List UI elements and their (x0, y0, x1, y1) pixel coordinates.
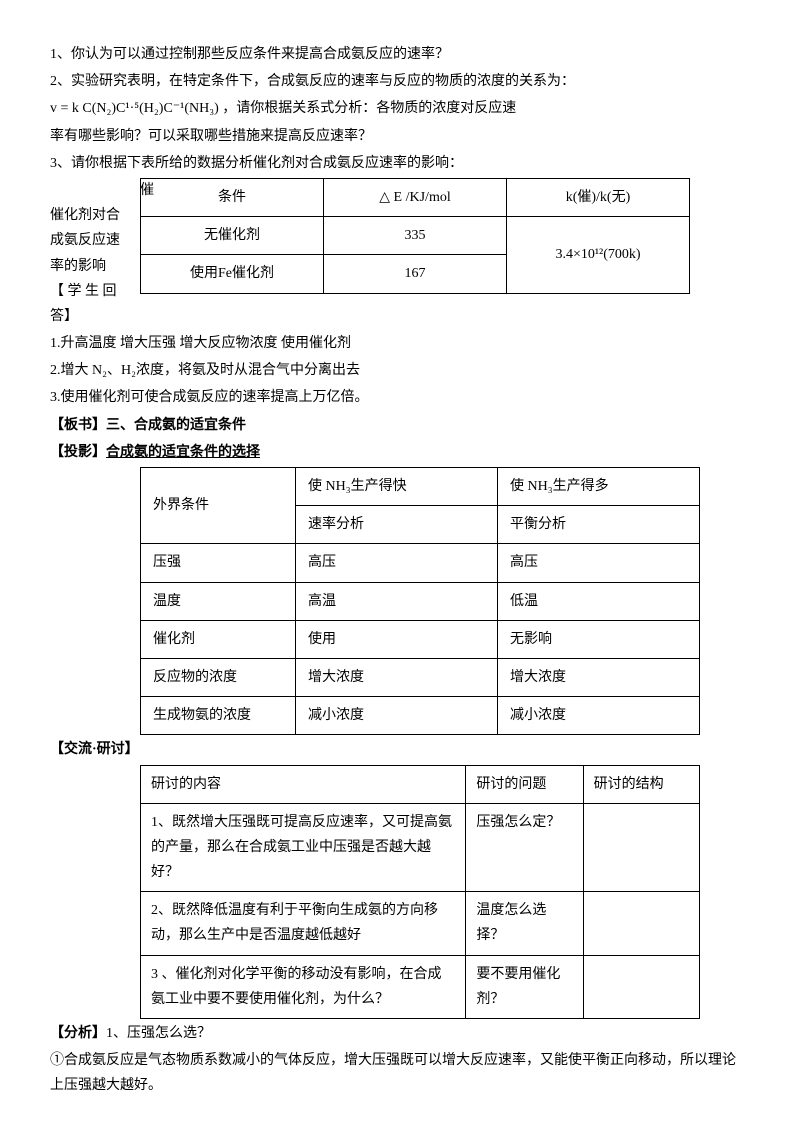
discuss-table: 研讨的内容 研讨的问题 研讨的结构 1、既然增大压强既可提高反应速率，又可提高氨… (140, 765, 700, 1020)
cond-r5-c2: 减小浓度 (498, 697, 700, 735)
discuss-h1: 研讨的内容 (141, 765, 466, 803)
question-3: 3、请你根据下表所给的数据分析催化剂对合成氨反应速率的影响： (50, 151, 744, 176)
discuss-r2-result (583, 892, 699, 955)
cond-h-fast: 使 NH₃生产得快 (296, 468, 498, 506)
projection-line: 【投影】合成氨的适宜条件的选择 (50, 440, 744, 465)
cond-r3-c1: 使用 (296, 620, 498, 658)
analysis-point-1: ①合成氨反应是气态物质系数减小的气体反应，增大压强既可以增大反应速率，又能使平衡… (50, 1048, 744, 1098)
discuss-label: 【交流·研讨】 (50, 737, 744, 762)
answer-2: 2.增大 N₂、H₂浓度，将氨及时从混合气中分离出去 (50, 358, 744, 383)
analysis-question: 1、压强怎么选？ (106, 1026, 211, 1041)
answer-3: 3.使用催化剂可使合成氨反应的速率提高上万亿倍。 (50, 385, 744, 410)
cond-r2-c0: 温度 (141, 582, 296, 620)
cond-r2-c2: 低温 (498, 582, 700, 620)
discuss-r1-question: 压强怎么定？ (466, 803, 583, 892)
question-1: 1、你认为可以通过控制那些反应条件来提高合成氨反应的速率？ (50, 42, 744, 67)
discuss-r1-content: 1、既然增大压强既可提高反应速率，又可提高氨的产量，那么在合成氨工业中压强是否越… (141, 803, 466, 892)
cond-r1-c1: 高压 (296, 544, 498, 582)
cond-h-eq: 平衡分析 (498, 506, 700, 544)
catalyst-header-condition: 条件 (141, 178, 324, 216)
cond-h-more: 使 NH₃生产得多 (498, 468, 700, 506)
catalyst-row1-condition: 无催化剂 (141, 217, 324, 255)
cond-r3-c2: 无影响 (498, 620, 700, 658)
cond-r5-c1: 减小浓度 (296, 697, 498, 735)
discuss-r1-result (583, 803, 699, 892)
analysis-label: 【分析】 (50, 1026, 106, 1041)
catalyst-merged-ratio: 3.4×10¹²(700k) (507, 217, 690, 293)
catalyst-side-label: 催 催化剂对合成氨反应速率的影响 【 学 生 回答】 (50, 178, 130, 329)
catalyst-header-energy: △ E /KJ/mol (324, 178, 507, 216)
discuss-h3: 研讨的结构 (583, 765, 699, 803)
discuss-r2-question: 温度怎么选择？ (466, 892, 583, 955)
cond-r4-c0: 反应物的浓度 (141, 658, 296, 696)
projection-title: 合成氨的适宜条件的选择 (106, 445, 260, 460)
question-2-line1: 2、实验研究表明，在特定条件下，合成氨反应的速率与反应的物质的浓度的关系为： (50, 69, 744, 94)
catalyst-row1-energy: 335 (324, 217, 507, 255)
cond-r1-c2: 高压 (498, 544, 700, 582)
discuss-r3-content: 3 、催化剂对化学平衡的移动没有影响，在合成氨工业中要不要使用催化剂，为什么？ (141, 955, 466, 1018)
catalyst-row2-condition: 使用Fe催化剂 (141, 255, 324, 293)
cond-h-external: 外界条件 (141, 468, 296, 544)
discuss-r3-result (583, 955, 699, 1018)
analysis-line: 【分析】1、压强怎么选？ (50, 1021, 744, 1046)
student-answer-label: 【 学 生 回答】 (50, 284, 117, 324)
projection-label: 【投影】 (50, 445, 106, 460)
board-heading: 【板书】三、合成氨的适宜条件 (50, 413, 744, 438)
cond-r4-c2: 增大浓度 (498, 658, 700, 696)
catalyst-header-ratio: k(催)/k(无) (507, 178, 690, 216)
catalyst-row2-energy: 167 (324, 255, 507, 293)
conditions-table: 外界条件 使 NH₃生产得快 使 NH₃生产得多 速率分析 平衡分析 压强 高压… (140, 467, 700, 735)
cond-h-rate: 速率分析 (296, 506, 498, 544)
question-2-line2: 率有哪些影响？可以采取哪些措施来提高反应速率？ (50, 124, 744, 149)
catalyst-section: 催 催化剂对合成氨反应速率的影响 【 学 生 回答】 条件 △ E /KJ/mo… (50, 178, 744, 329)
cond-r3-c0: 催化剂 (141, 620, 296, 658)
discuss-r3-question: 要不要用催化剂？ (466, 955, 583, 1018)
answer-1: 1.升高温度 增大压强 增大反应物浓度 使用催化剂 (50, 331, 744, 356)
cond-r1-c0: 压强 (141, 544, 296, 582)
discuss-h2: 研讨的问题 (466, 765, 583, 803)
cond-r4-c1: 增大浓度 (296, 658, 498, 696)
cond-r2-c1: 高温 (296, 582, 498, 620)
question-2-formula: v = k C(N₂)C¹·⁵(H₂)C⁻¹(NH₃) ，请你根据关系式分析：各… (50, 96, 744, 121)
catalyst-table: 条件 △ E /KJ/mol k(催)/k(无) 无催化剂 335 3.4×10… (140, 178, 690, 294)
cond-r5-c0: 生成物氨的浓度 (141, 697, 296, 735)
discuss-r2-content: 2、既然降低温度有利于平衡向生成氨的方向移动，那么生产中是否温度越低越好 (141, 892, 466, 955)
